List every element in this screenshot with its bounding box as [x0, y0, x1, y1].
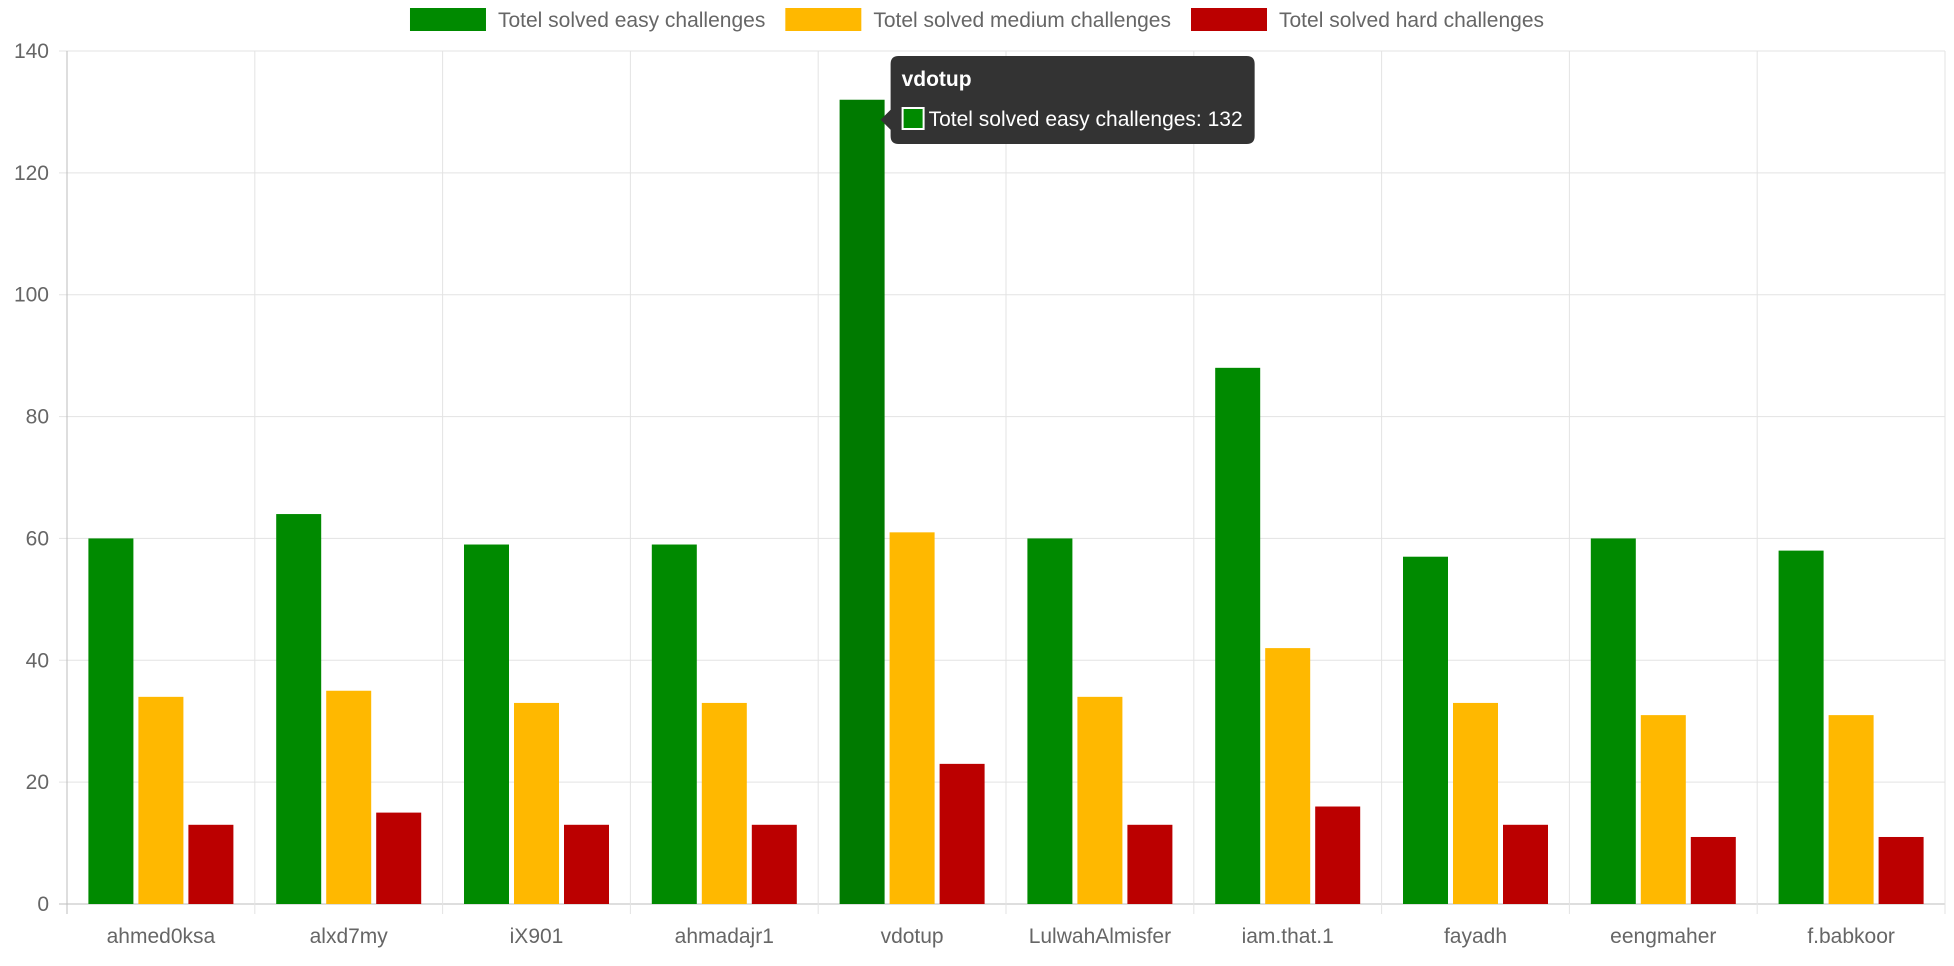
x-tick-label: alxd7my [310, 925, 389, 948]
x-tick-label: LulwahAlmisfer [1029, 925, 1171, 948]
x-tick-label: iam.that.1 [1242, 925, 1334, 948]
bar-LulwahAlmisfer-series-0[interactable] [1027, 538, 1073, 904]
x-tick-label: fayadh [1444, 925, 1507, 948]
legend-swatch[interactable] [409, 8, 486, 31]
y-tick-label: 0 [37, 893, 49, 916]
y-tick-label: 20 [26, 771, 49, 794]
legend-swatch[interactable] [1191, 8, 1267, 31]
axes: 0 20 40 60 80 100 120 140 ahmed0ksa alxd7my iX901 a… [14, 40, 1895, 948]
bar-iam.that.1-series-1[interactable] [1265, 648, 1311, 904]
bar-f.babkoor-series-0[interactable] [1778, 550, 1824, 904]
bar-iam.that.1-series-2[interactable] [1315, 806, 1361, 904]
bar-fayadh-series-2[interactable] [1503, 824, 1548, 904]
bar-iX901-series-2[interactable] [564, 824, 609, 904]
y-tick-label: 40 [26, 649, 49, 672]
bar-fayadh-series-0[interactable] [1403, 556, 1448, 904]
bar-eengmaher-series-1[interactable] [1640, 715, 1686, 904]
bars [88, 99, 1924, 904]
legend-swatch[interactable] [785, 8, 862, 31]
bar-f.babkoor-series-2[interactable] [1878, 836, 1924, 904]
legend: Totel solved medium challenges Totel solv… [409, 8, 1544, 32]
bar-LulwahAlmisfer-series-1[interactable] [1077, 696, 1123, 904]
y-tick-label: 140 [14, 40, 49, 63]
bar-fayadh-series-1[interactable] [1453, 702, 1498, 904]
bar-alxd7my-series-1[interactable] [326, 690, 372, 904]
bar-vdotup-series-2[interactable] [939, 763, 985, 904]
bar-eengmaher-series-2[interactable] [1690, 836, 1736, 904]
bar-ahmadajr1-series-1[interactable] [701, 702, 747, 904]
bar-iam.that.1-series-0[interactable] [1215, 367, 1261, 904]
bar-iX901-series-0[interactable] [464, 544, 509, 904]
bar-vdotup-series-1[interactable] [889, 532, 935, 904]
y-tick-label: 120 [14, 162, 49, 185]
bar-vdotup-series-0[interactable] [839, 99, 885, 904]
bar-f.babkoor-series-1[interactable] [1828, 715, 1874, 904]
bar-ahmadajr1-series-0[interactable] [651, 544, 697, 904]
bar-alxd7my-series-2[interactable] [376, 812, 422, 904]
x-tick-label: f.babkoor [1807, 925, 1895, 948]
legend-label: Totel solved easy challenges [498, 9, 765, 32]
y-tick-label: 100 [14, 284, 49, 307]
bar-ahmed0ksa-series-0[interactable] [88, 538, 134, 904]
x-tick-label: ahmadajr1 [675, 925, 774, 948]
y-tick-label: 80 [26, 406, 49, 429]
bar-alxd7my-series-0[interactable] [276, 514, 322, 904]
legend-label: Totel solved medium challenges [873, 9, 1171, 32]
bar-ahmadajr1-series-2[interactable] [751, 824, 797, 904]
tooltip-title: vdotup [902, 68, 972, 91]
bar-LulwahAlmisfer-series-2[interactable] [1127, 824, 1173, 904]
grid-lines [59, 50, 1946, 914]
tooltip-swatch [901, 107, 925, 130]
tooltip-body: Totel solved easy challenges: 132 [929, 108, 1243, 131]
tooltip-box [880, 56, 1255, 144]
bar-iX901-series-1[interactable] [514, 702, 559, 904]
x-tick-label: eengmaher [1610, 925, 1716, 948]
bar-eengmaher-series-0[interactable] [1590, 538, 1636, 904]
legend-label: Totel solved hard challenges [1279, 9, 1544, 32]
y-tick-label: 60 [26, 527, 49, 550]
x-tick-label: iX901 [510, 925, 564, 948]
x-tick-label: vdotup [881, 925, 944, 948]
bar-ahmed0ksa-series-2[interactable] [188, 824, 234, 904]
tooltip: vdotup Totel solved easy challenges: 132 [880, 56, 1255, 144]
bar-ahmed0ksa-series-1[interactable] [138, 696, 184, 904]
x-tick-label: ahmed0ksa [107, 925, 216, 948]
